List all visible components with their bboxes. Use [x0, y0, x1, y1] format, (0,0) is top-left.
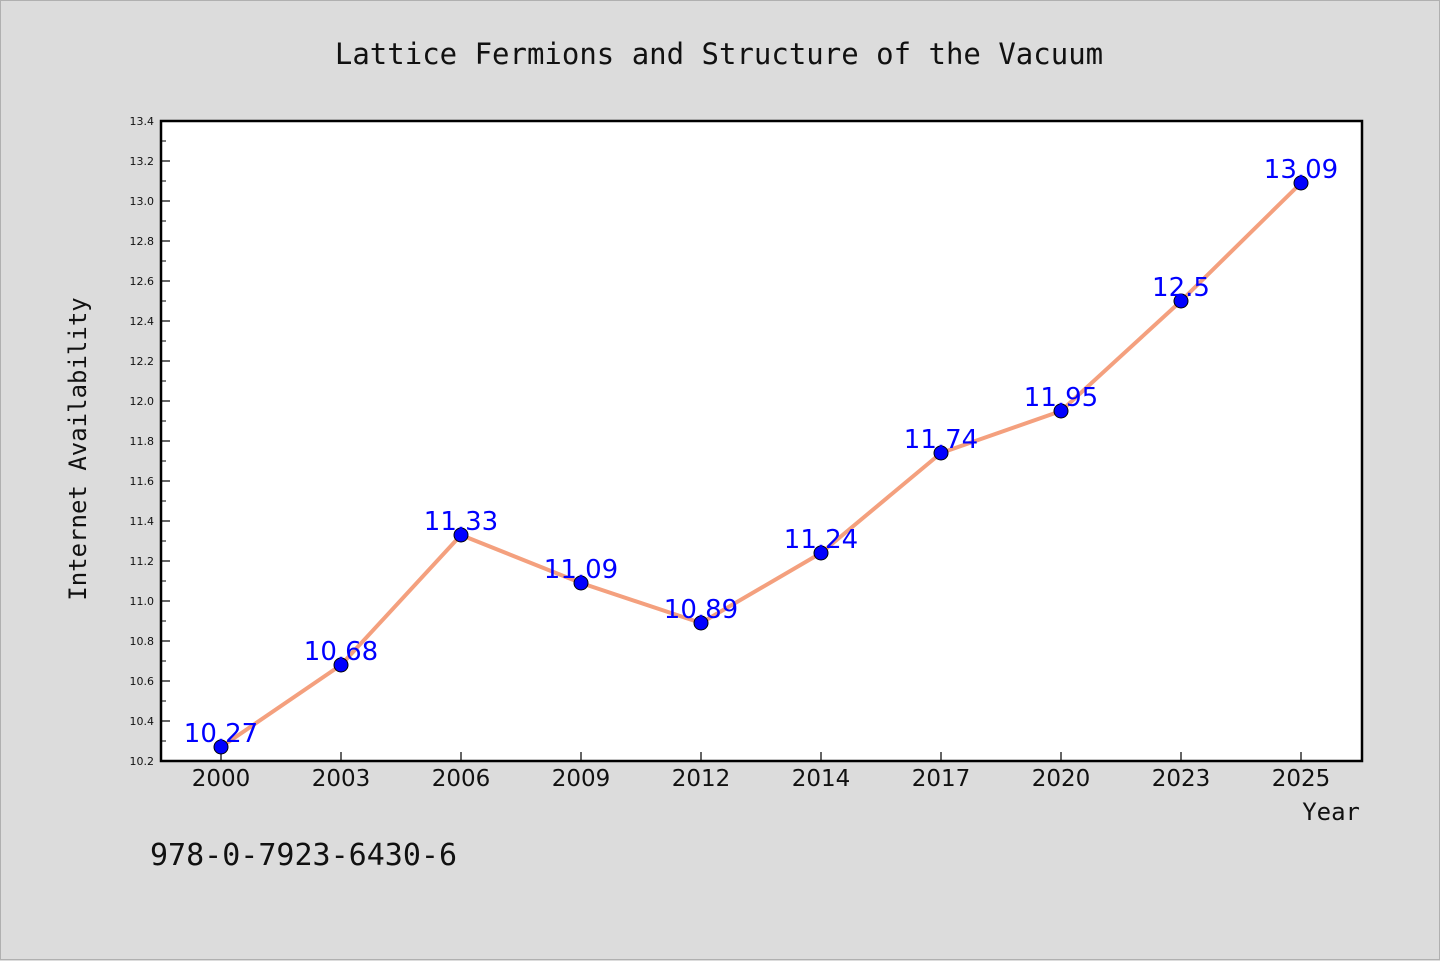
y-tick-label: 12.6: [130, 275, 155, 288]
data-label: 10.68: [304, 637, 378, 667]
y-tick-label: 11.2: [130, 555, 155, 568]
data-label: 11.33: [424, 507, 498, 537]
data-point: [573, 575, 589, 591]
x-axis: 2000 2003 2006 2009 2012 2014 2017 2020 2023 2025: [192, 752, 1331, 792]
y-tick-label: 12.4: [130, 315, 155, 328]
data-label: 10.89: [664, 595, 738, 625]
y-tick-label: 11.4: [130, 515, 155, 528]
x-tick-label: 2023: [1152, 766, 1211, 792]
data-point: [933, 445, 949, 461]
x-tick-label: 2020: [1032, 766, 1091, 792]
isbn-text: 978-0-7923-6430-6: [150, 838, 457, 873]
plot-area: [159, 119, 1364, 763]
data-label: 13.09: [1264, 155, 1338, 185]
y-tick-label: 13.2: [130, 155, 155, 168]
data-point: [1053, 403, 1069, 419]
x-tick-label: 2009: [552, 766, 611, 792]
chart-title: Lattice Fermions and Structure of the Va…: [335, 37, 1103, 71]
data-point: [813, 545, 829, 561]
data-point: [1293, 175, 1309, 191]
x-tick-label: 2014: [792, 766, 851, 792]
y-tick-label: 13.0: [130, 195, 155, 208]
y-tick-label: 11.0: [130, 595, 155, 608]
data-point: [453, 527, 469, 543]
y-tick-label: 11.6: [130, 475, 155, 488]
y-tick-label: 10.4: [130, 715, 155, 728]
x-tick-label: 2025: [1272, 766, 1331, 792]
x-tick-label: 2017: [912, 766, 971, 792]
y-tick-label: 10.6: [130, 675, 155, 688]
y-tick-label: 12.0: [130, 395, 155, 408]
data-point: [693, 615, 709, 631]
y-tick-label: 10.2: [130, 755, 155, 768]
y-tick-label: 12.8: [130, 235, 155, 248]
data-point: [333, 657, 349, 673]
series: [213, 175, 1309, 755]
y-tick-label: 11.8: [130, 435, 155, 448]
data-label: 12.5: [1152, 273, 1210, 303]
data-label: 10.27: [184, 719, 258, 749]
y-tick-label: 12.2: [130, 355, 155, 368]
series-line: [219, 181, 1303, 749]
y-tick-label: 10.8: [130, 635, 155, 648]
y-axis: 10.2 10.4 10.6 10.8 11.0 11.2 11.4 11.6 11.8 12.0…: [130, 115, 170, 768]
data-point: [1173, 293, 1189, 309]
x-tick-label: 2000: [192, 766, 251, 792]
data-label: 11.95: [1024, 383, 1098, 413]
data-labels: 10.27 10.68 11.33 11.09 10.89 11.24 11.74 11.95…: [184, 155, 1338, 749]
y-tick-label: 13.4: [130, 115, 155, 128]
data-label: 11.24: [784, 525, 858, 555]
x-tick-label: 2006: [432, 766, 491, 792]
data-label: 11.09: [544, 555, 618, 585]
y-axis-label: Internet Availability: [64, 297, 92, 600]
data-point: [213, 739, 229, 755]
data-label: 11.74: [904, 425, 978, 455]
x-tick-label: 2003: [312, 766, 371, 792]
x-tick-label: 2012: [672, 766, 731, 792]
x-axis-label: Year: [1302, 798, 1360, 826]
